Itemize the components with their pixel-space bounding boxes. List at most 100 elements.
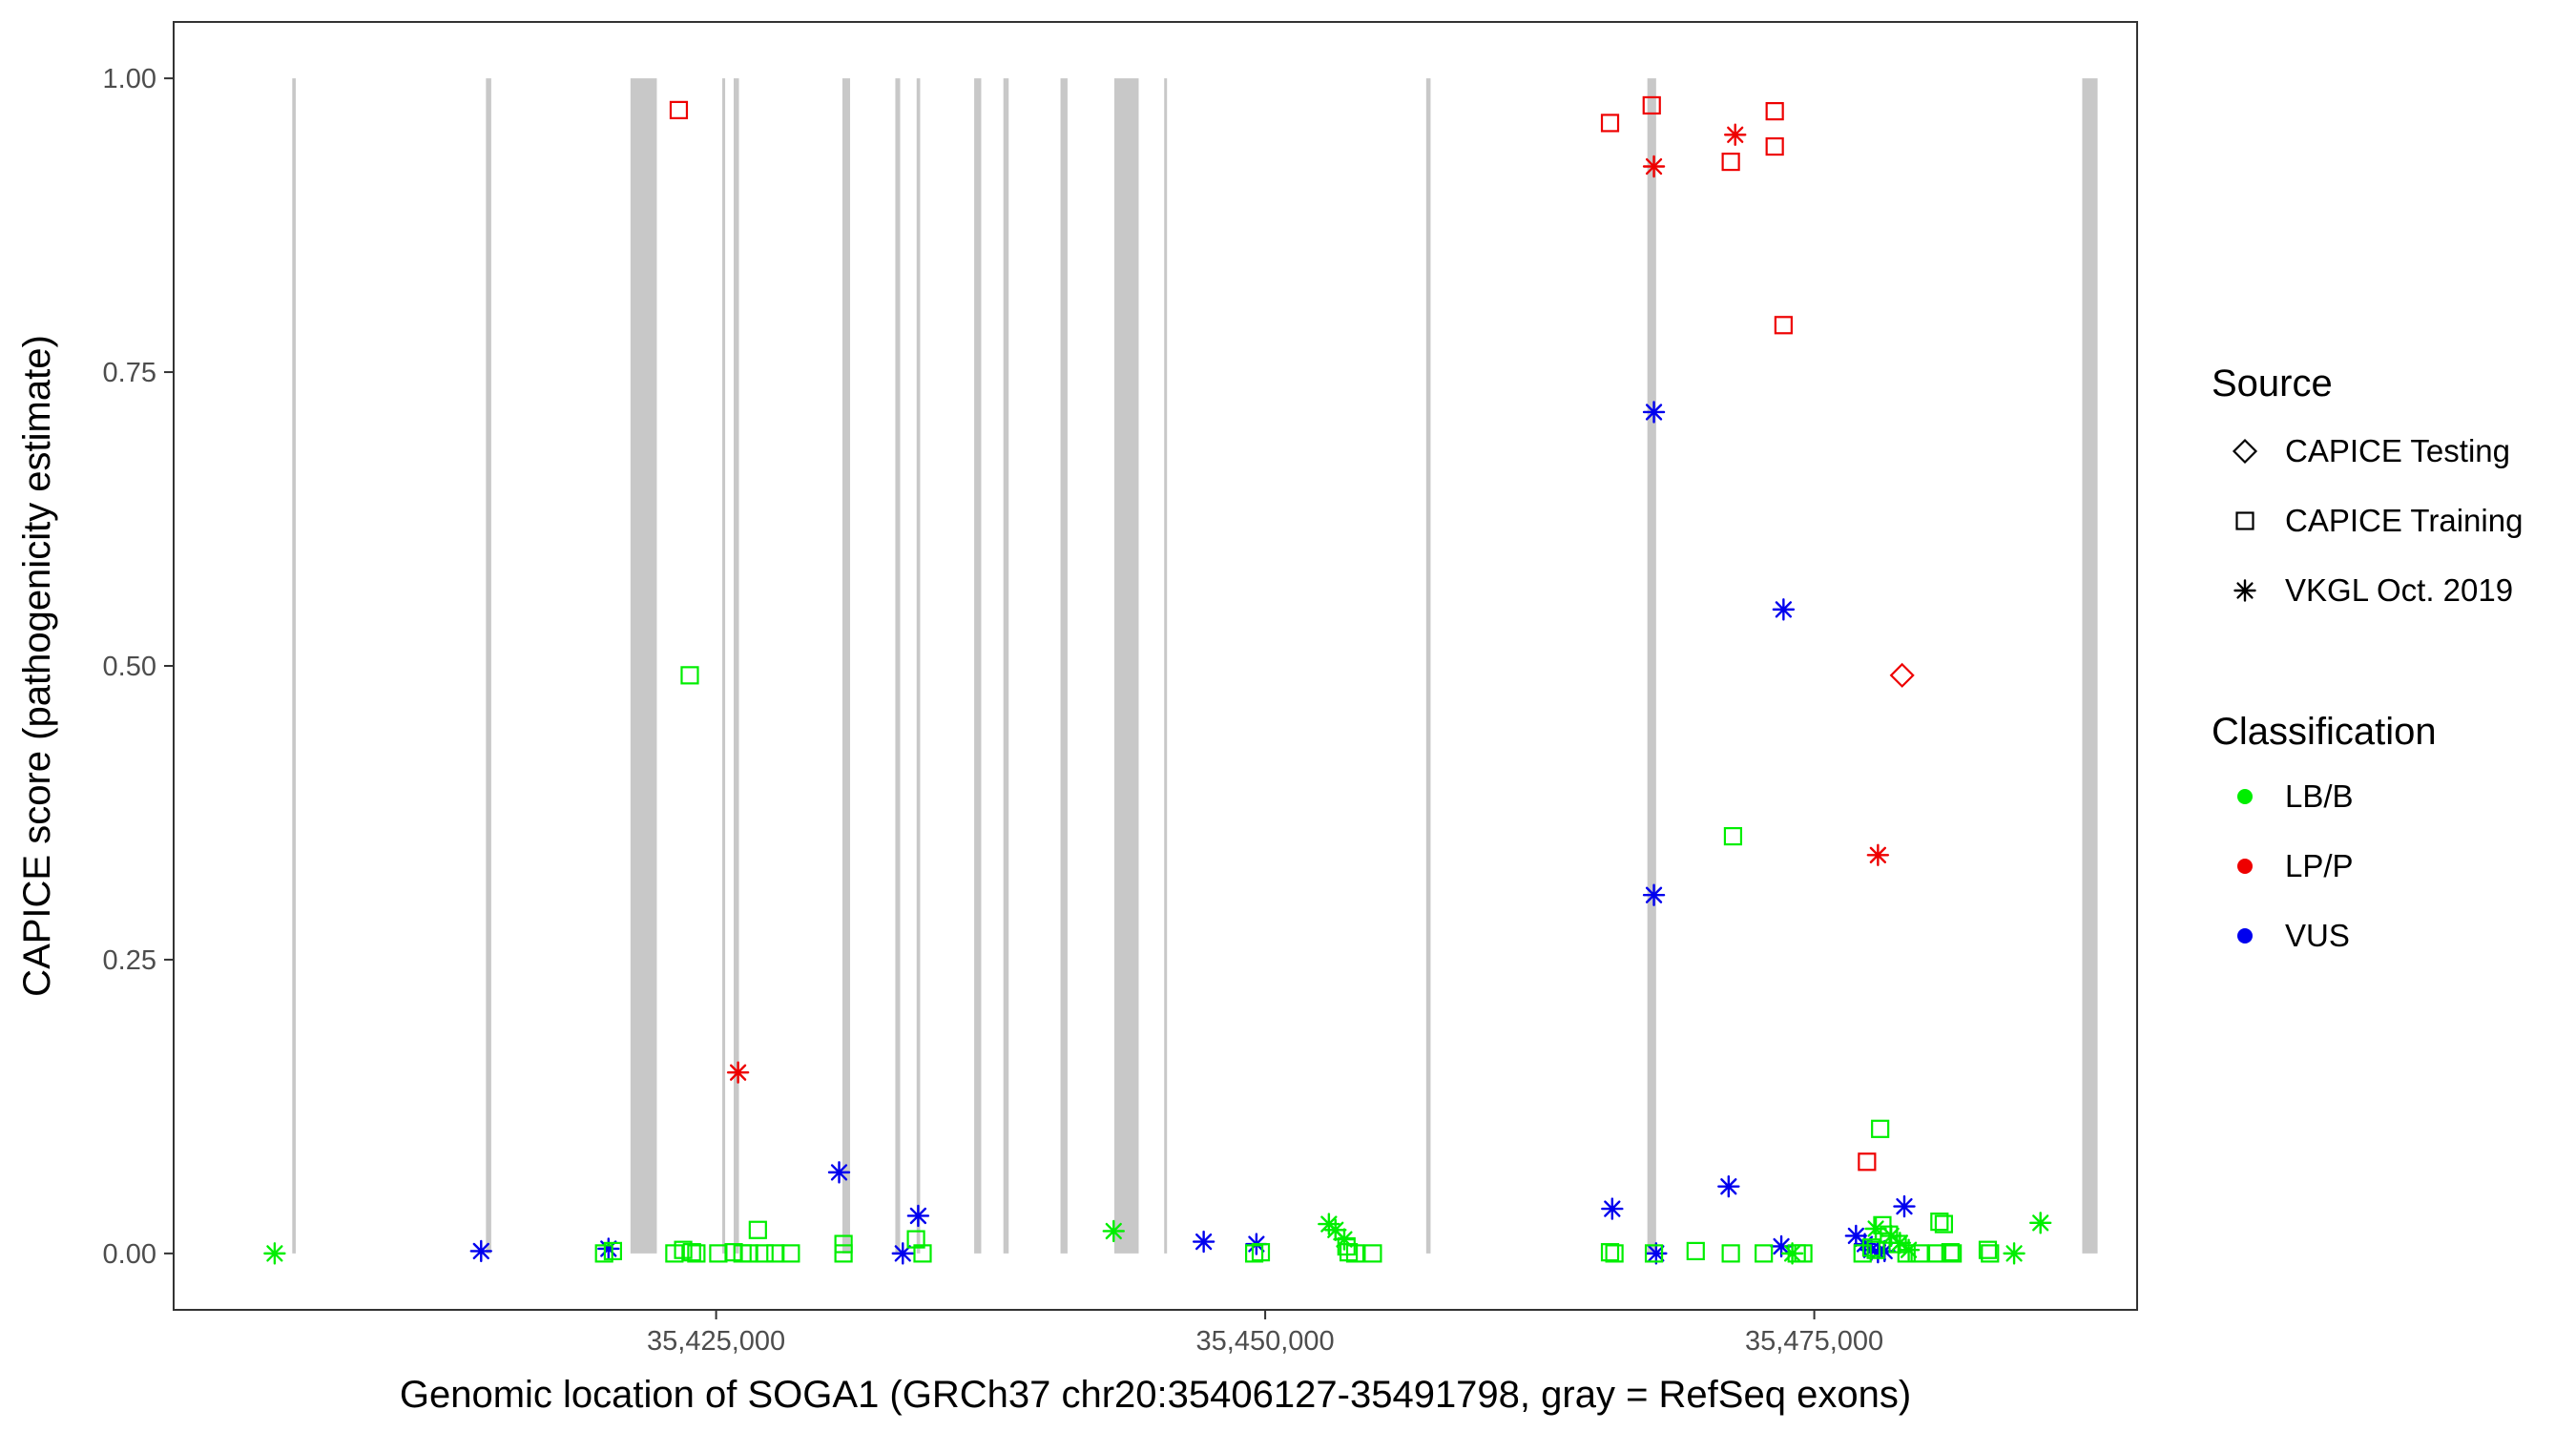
legend-label-lbb: LB/B	[2285, 778, 2354, 814]
exon-band-6	[841, 78, 851, 1254]
point-lbb-square-43	[1930, 1213, 1949, 1232]
exon-band-5	[734, 78, 739, 1254]
point-lbb-square-31	[1755, 1244, 1774, 1263]
legend-key-dot-3	[2237, 928, 2253, 944]
point-vus-asterisk-6	[1192, 1230, 1215, 1254]
exon-band-4	[722, 78, 726, 1254]
x-tick-label: 35,425,000	[647, 1326, 785, 1357]
point-lbb-square-14	[766, 1244, 785, 1263]
legend-title-source: Source	[2212, 363, 2333, 404]
legend-title-classification: Classification	[2212, 711, 2437, 753]
legend-label-vus: VUS	[2285, 918, 2350, 953]
y-axis-title: CAPICE score (pathogenicity estimate)	[16, 335, 58, 997]
point-lbb-asterisk-12	[2029, 1212, 2052, 1234]
point-lbb-square-2	[603, 1241, 623, 1261]
point-lbb-square-5	[680, 666, 699, 685]
point-lbb-square-49	[1723, 827, 1743, 846]
point-lbb-asterisk-7	[1864, 1217, 1887, 1240]
point-lbb-square-12	[748, 1220, 767, 1239]
exon-band-2	[486, 78, 491, 1254]
point-vus-asterisk-2	[597, 1237, 620, 1260]
point-lbb-square-11	[739, 1244, 758, 1263]
point-lbb-asterisk-1	[263, 1242, 286, 1265]
exon-bands	[292, 78, 2098, 1254]
point-lpp-square-3	[1642, 95, 1661, 115]
data-points	[263, 95, 2052, 1265]
legend-key-diamond	[2232, 438, 2258, 465]
point-lbb-square-50	[1871, 1119, 1890, 1138]
point-lbb-square-28	[1644, 1244, 1664, 1263]
plot-panel-border	[173, 21, 2138, 1311]
legend-key-dot-2	[2237, 859, 2253, 874]
point-vus-asterisk-8	[1601, 1197, 1624, 1220]
legend-label-lpp: LP/P	[2285, 848, 2354, 883]
point-lbb-square-7	[687, 1244, 706, 1263]
point-lpp-asterisk-1	[1642, 155, 1666, 178]
point-lbb-square-36	[1866, 1240, 1885, 1259]
point-lbb-square-20	[1244, 1244, 1264, 1263]
point-lbb-square-17	[834, 1234, 853, 1254]
point-lpp-asterisk-2	[1724, 123, 1747, 146]
y-tick-label: 0.25	[103, 945, 156, 976]
exon-band-3	[630, 78, 657, 1254]
point-lpp-square-8	[1858, 1152, 1877, 1172]
point-lpp-diamond-1	[1889, 662, 1915, 688]
point-vus-asterisk-10	[1642, 883, 1666, 906]
legend-source-keys	[2232, 438, 2258, 602]
point-lbb-square-45	[1941, 1243, 1960, 1262]
point-vus-asterisk-20	[1893, 1194, 1916, 1218]
point-vus-asterisk-11	[1645, 1242, 1668, 1265]
legend-key-square	[2235, 511, 2254, 530]
point-lbb-square-13	[755, 1244, 774, 1263]
point-vus-asterisk-1	[469, 1239, 492, 1263]
point-lpp-square-7	[1774, 316, 1793, 335]
point-lbb-square-29	[1686, 1241, 1705, 1261]
point-lbb-square-18	[906, 1230, 925, 1249]
point-lbb-square-25	[1363, 1244, 1382, 1263]
legend-label-capice-testing: CAPICE Testing	[2285, 433, 2510, 468]
point-lbb-square-48	[1981, 1244, 2000, 1263]
point-lpp-asterisk-3	[726, 1061, 750, 1084]
exon-band-9	[974, 78, 982, 1254]
y-tick-label: 1.00	[103, 64, 156, 94]
point-lpp-square-1	[669, 100, 689, 119]
exon-band-11	[1060, 78, 1068, 1254]
point-lbb-square-44	[1934, 1214, 1954, 1234]
legend-label-capice-training: CAPICE Training	[2285, 503, 2523, 538]
point-vus-asterisk-4	[891, 1242, 914, 1265]
point-lbb-square-16	[834, 1244, 853, 1263]
point-lbb-square-6	[682, 1243, 701, 1262]
point-vus-asterisk-9	[1642, 401, 1666, 424]
point-lbb-square-47	[1978, 1240, 1998, 1259]
point-lbb-asterisk-5	[1333, 1228, 1356, 1251]
y-tick-label: 0.75	[103, 358, 156, 388]
exon-band-10	[1003, 78, 1009, 1254]
exon-band-14	[1425, 78, 1431, 1254]
axes: 0.00 0.25 0.50 0.75 1.00 35,425,000 35,450,000…	[103, 64, 1884, 1357]
exon-band-8	[916, 78, 921, 1254]
point-lpp-square-4	[1721, 152, 1740, 172]
exon-band-12	[1113, 78, 1139, 1254]
point-lbb-square-30	[1721, 1244, 1740, 1263]
point-lbb-square-40	[1897, 1244, 1916, 1263]
point-vus-asterisk-5	[906, 1204, 930, 1228]
legend-label-vkgl: VKGL Oct. 2019	[2285, 572, 2513, 608]
point-lpp-asterisk-4	[1866, 843, 1890, 867]
point-lbb-square-19	[913, 1244, 932, 1263]
y-tick-label: 0.00	[103, 1239, 156, 1270]
point-lbb-asterisk-6	[1780, 1242, 1804, 1265]
point-vus-asterisk-3	[827, 1161, 851, 1184]
point-lpp-square-6	[1765, 136, 1784, 156]
point-lbb-square-24	[1345, 1244, 1365, 1263]
y-tick-label: 0.50	[103, 652, 156, 682]
legend-class-keys	[2237, 789, 2253, 944]
point-lpp-square-5	[1765, 102, 1784, 121]
x-tick-label: 35,450,000	[1196, 1326, 1335, 1357]
exon-band-15	[1647, 78, 1656, 1254]
point-vus-asterisk-13	[1772, 598, 1796, 621]
exon-band-7	[895, 78, 901, 1254]
exon-band-13	[1164, 78, 1168, 1254]
x-tick-label: 35,475,000	[1745, 1326, 1883, 1357]
exon-band-16	[2082, 78, 2098, 1254]
